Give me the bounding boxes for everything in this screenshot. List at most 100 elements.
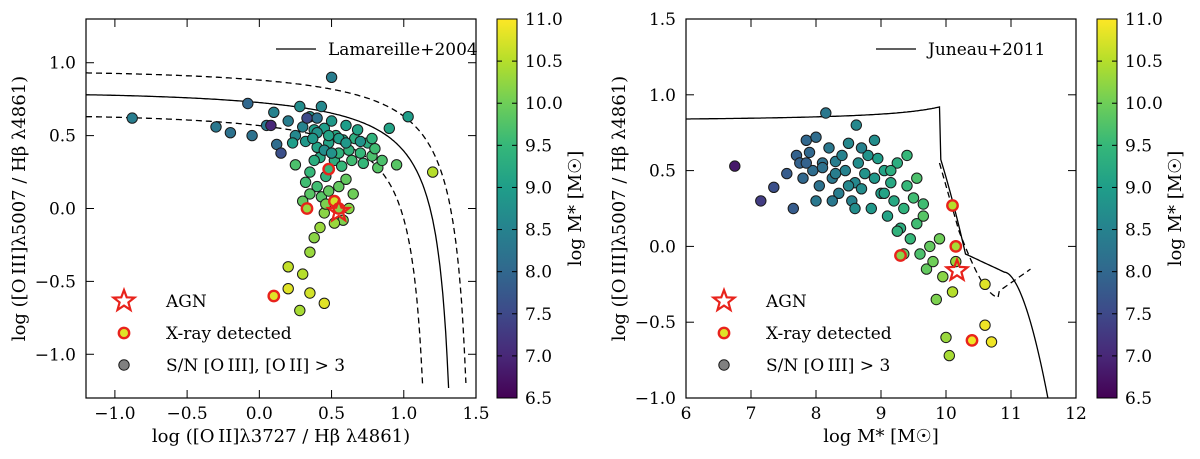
agn-star (943, 256, 971, 283)
data-point (781, 167, 793, 180)
y-tick-label: 0.0 (49, 200, 76, 220)
data-point (979, 278, 991, 290)
data-point (755, 195, 767, 207)
data-point (289, 159, 302, 171)
data-point (390, 159, 403, 171)
data-point (885, 177, 897, 189)
y-tick-label: 1.0 (649, 86, 676, 106)
data-point (315, 100, 328, 113)
data-point (246, 129, 258, 142)
y-tick-label: 0.5 (649, 162, 676, 182)
legend-sn-marker (718, 359, 730, 371)
data-point (917, 210, 929, 222)
y-axis-label: log ([O III]λ5007 / Hβ λ4861) (609, 76, 630, 341)
lamareille-curve (86, 94, 450, 389)
data-point (820, 107, 832, 119)
legend-xray-label: X-ray detected (766, 324, 892, 344)
colorbar (496, 18, 518, 399)
x-tick-label: −0.5 (166, 404, 207, 424)
data-point (810, 195, 822, 207)
xray-point (322, 162, 336, 176)
x-axis-label: log M* [M☉] (823, 426, 939, 447)
lamareille-upper-dashed (86, 72, 467, 384)
legend-agn-label: AGN (765, 292, 807, 312)
data-point (402, 111, 414, 123)
data-point (304, 166, 316, 178)
colorbar-tick-label: 7.0 (1125, 347, 1152, 367)
data-point (325, 147, 338, 159)
data-point (354, 135, 367, 148)
data-point (859, 167, 871, 180)
x-tick-label: 12 (1065, 404, 1087, 424)
data-point (787, 202, 799, 215)
data-point (294, 304, 306, 317)
data-point (282, 261, 294, 273)
colorbar-tick-label: 8.5 (1125, 221, 1152, 241)
data-point (924, 240, 936, 253)
data-point (347, 188, 359, 200)
x-tick-label: −1.0 (94, 404, 135, 424)
data-point (301, 112, 313, 124)
data-point (823, 142, 835, 154)
colorbar-tick-label: 6.5 (1125, 389, 1152, 409)
data-point (336, 160, 348, 172)
y-tick-label: −1.0 (635, 389, 676, 409)
data-point (369, 143, 381, 155)
data-point (346, 154, 358, 167)
data-point (904, 233, 916, 245)
data-point (826, 195, 838, 207)
data-point (357, 157, 369, 170)
colorbar-tick-label: 10.5 (525, 52, 563, 72)
data-point (797, 172, 809, 184)
data-point (933, 233, 946, 245)
data-point (307, 132, 319, 145)
line-legend-label: Juneau+2011 (926, 40, 1045, 60)
data-point (275, 147, 287, 159)
data-point (325, 115, 338, 127)
legend-sn-marker (118, 359, 130, 371)
y-tick-label: 1.5 (649, 10, 676, 30)
data-point (865, 202, 877, 215)
data-point (366, 132, 378, 145)
legend-xray-marker (717, 326, 731, 340)
data-point (351, 124, 364, 136)
colorbar-label: log M* [M☉] (1165, 151, 1186, 267)
data-point (881, 210, 894, 222)
line-legend-label: Lamareille+2004 (328, 40, 478, 60)
legend-xray-label: X-ray detected (166, 324, 292, 344)
data-point (979, 319, 991, 331)
data-point (354, 147, 367, 159)
juneau-curve (686, 106, 1049, 398)
data-point (833, 187, 845, 200)
data-point (917, 198, 929, 210)
data-point (816, 161, 829, 174)
data-point (842, 137, 855, 150)
data-point (868, 172, 881, 184)
xray-point (949, 239, 963, 253)
data-point (901, 180, 913, 192)
colorbar-tick-label: 11.0 (1125, 10, 1163, 30)
data-point (314, 221, 326, 234)
data-point (907, 192, 920, 204)
data-point (210, 121, 222, 133)
data-point (872, 152, 884, 165)
data-point (927, 255, 939, 268)
data-point (323, 129, 335, 142)
data-point (842, 180, 855, 192)
y-tick-label: 1.0 (49, 54, 76, 74)
xray-point (267, 289, 281, 303)
x-tick-label: 0.0 (246, 404, 273, 424)
colorbar-tick-label: 9.5 (1125, 136, 1152, 156)
y-axis-label: log ([O III]λ5007 / Hβ λ4861) (9, 76, 30, 341)
data-point (878, 187, 890, 200)
data-point (427, 166, 439, 178)
data-point (850, 119, 862, 131)
data-point (852, 157, 864, 169)
colorbar-tick-label: 9.0 (1125, 178, 1152, 198)
data-point (311, 180, 323, 193)
colorbar-label: log M* [M☉] (565, 151, 586, 267)
colorbar-tick-label: 10.5 (1125, 52, 1163, 72)
legend-agn-star (710, 286, 738, 313)
colorbar-tick-label: 9.5 (525, 136, 552, 156)
